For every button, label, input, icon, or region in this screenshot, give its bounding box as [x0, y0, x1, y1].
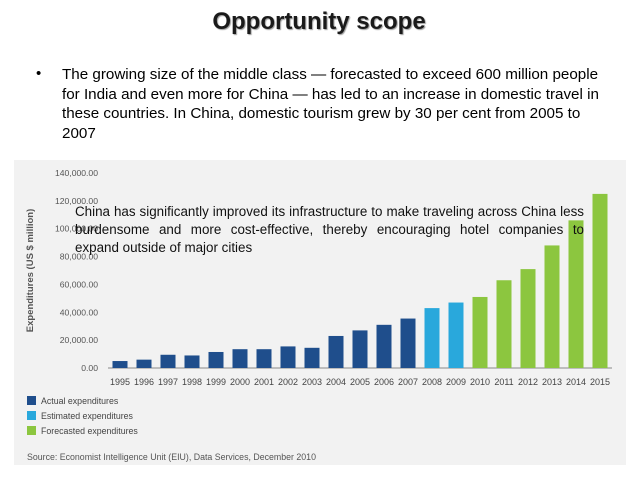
y-tick-label: 80,000.00 [60, 252, 98, 262]
x-tick-label: 2013 [542, 377, 562, 387]
x-tick-label: 2009 [446, 377, 466, 387]
bullet-symbol: • [36, 65, 42, 82]
bar-2015 [592, 193, 608, 368]
y-tick-label: 40,000.00 [60, 307, 98, 317]
x-tick-label: 1999 [206, 377, 226, 387]
bar-1995 [112, 361, 128, 368]
y-tick-label: 20,000.00 [60, 335, 98, 345]
x-tick-label: 2003 [302, 377, 322, 387]
x-tick-label: 2001 [254, 377, 274, 387]
bar-2002 [280, 346, 296, 368]
y-tick-label: 60,000.00 [60, 279, 98, 289]
x-tick-label: 2014 [566, 377, 586, 387]
x-tick-label: 2000 [230, 377, 250, 387]
legend-label-forecast: Forecasted expenditures [41, 426, 138, 436]
y-tick-label: 0.00 [81, 363, 98, 373]
bar-1997 [160, 354, 176, 368]
x-tick-label: 2015 [590, 377, 610, 387]
chart-source: Source: Economist Intelligence Unit (EIU… [27, 452, 316, 462]
x-tick-label: 1997 [158, 377, 178, 387]
x-tick-label: 2008 [422, 377, 442, 387]
bar-2011 [496, 280, 512, 368]
bar-2003 [304, 347, 320, 368]
bar-2013 [544, 245, 560, 368]
x-tick-label: 2004 [326, 377, 346, 387]
legend-label-actual: Actual expenditures [41, 396, 119, 406]
bar-2004 [328, 335, 344, 368]
bar-2010 [472, 296, 488, 368]
bullet-text: The growing size of the middle class — f… [62, 66, 599, 142]
bar-2006 [376, 324, 392, 368]
bar-2007 [400, 318, 416, 368]
slide-title: Opportunity scope [212, 8, 426, 35]
legend-label-estimated: Estimated expenditures [41, 411, 134, 421]
bar-2012 [520, 269, 536, 368]
x-tick-label: 2006 [374, 377, 394, 387]
chart-panel: Expenditures (US $ million) 0.00 20,000.00… [14, 160, 626, 465]
y-tick-label: 100,000.00 [55, 224, 98, 234]
y-tick-label: 140,000.00 [55, 168, 98, 178]
bar-2008 [424, 308, 440, 368]
legend-swatch-actual [27, 396, 36, 405]
legend-swatch-estimated [27, 411, 36, 420]
x-tick-label: 2012 [518, 377, 538, 387]
bar-2000 [232, 349, 248, 368]
x-tick-label: 2011 [494, 377, 513, 387]
x-tick-label: 1995 [110, 377, 130, 387]
bar-2009 [448, 302, 464, 368]
x-tick-label: 2010 [470, 377, 490, 387]
x-tick-label: 2002 [278, 377, 298, 387]
y-tick-label: 120,000.00 [55, 196, 98, 206]
overlay-note: China has significantly improved its inf… [75, 204, 584, 255]
x-tick-label: 2007 [398, 377, 418, 387]
x-tick-label: 2005 [350, 377, 370, 387]
bar-1999 [208, 351, 224, 368]
legend-swatch-forecast [27, 426, 36, 435]
x-tick-label: 1998 [182, 377, 202, 387]
bar-2005 [352, 330, 368, 368]
expenditures-bar-chart: Expenditures (US $ million) 0.00 20,000.00… [25, 168, 612, 462]
bar-1998 [184, 355, 200, 368]
y-axis-title: Expenditures (US $ million) [25, 209, 36, 333]
x-tick-label: 1996 [134, 377, 154, 387]
bar-1996 [136, 359, 152, 368]
bar-2001 [256, 349, 272, 368]
bar-2014 [568, 220, 584, 368]
